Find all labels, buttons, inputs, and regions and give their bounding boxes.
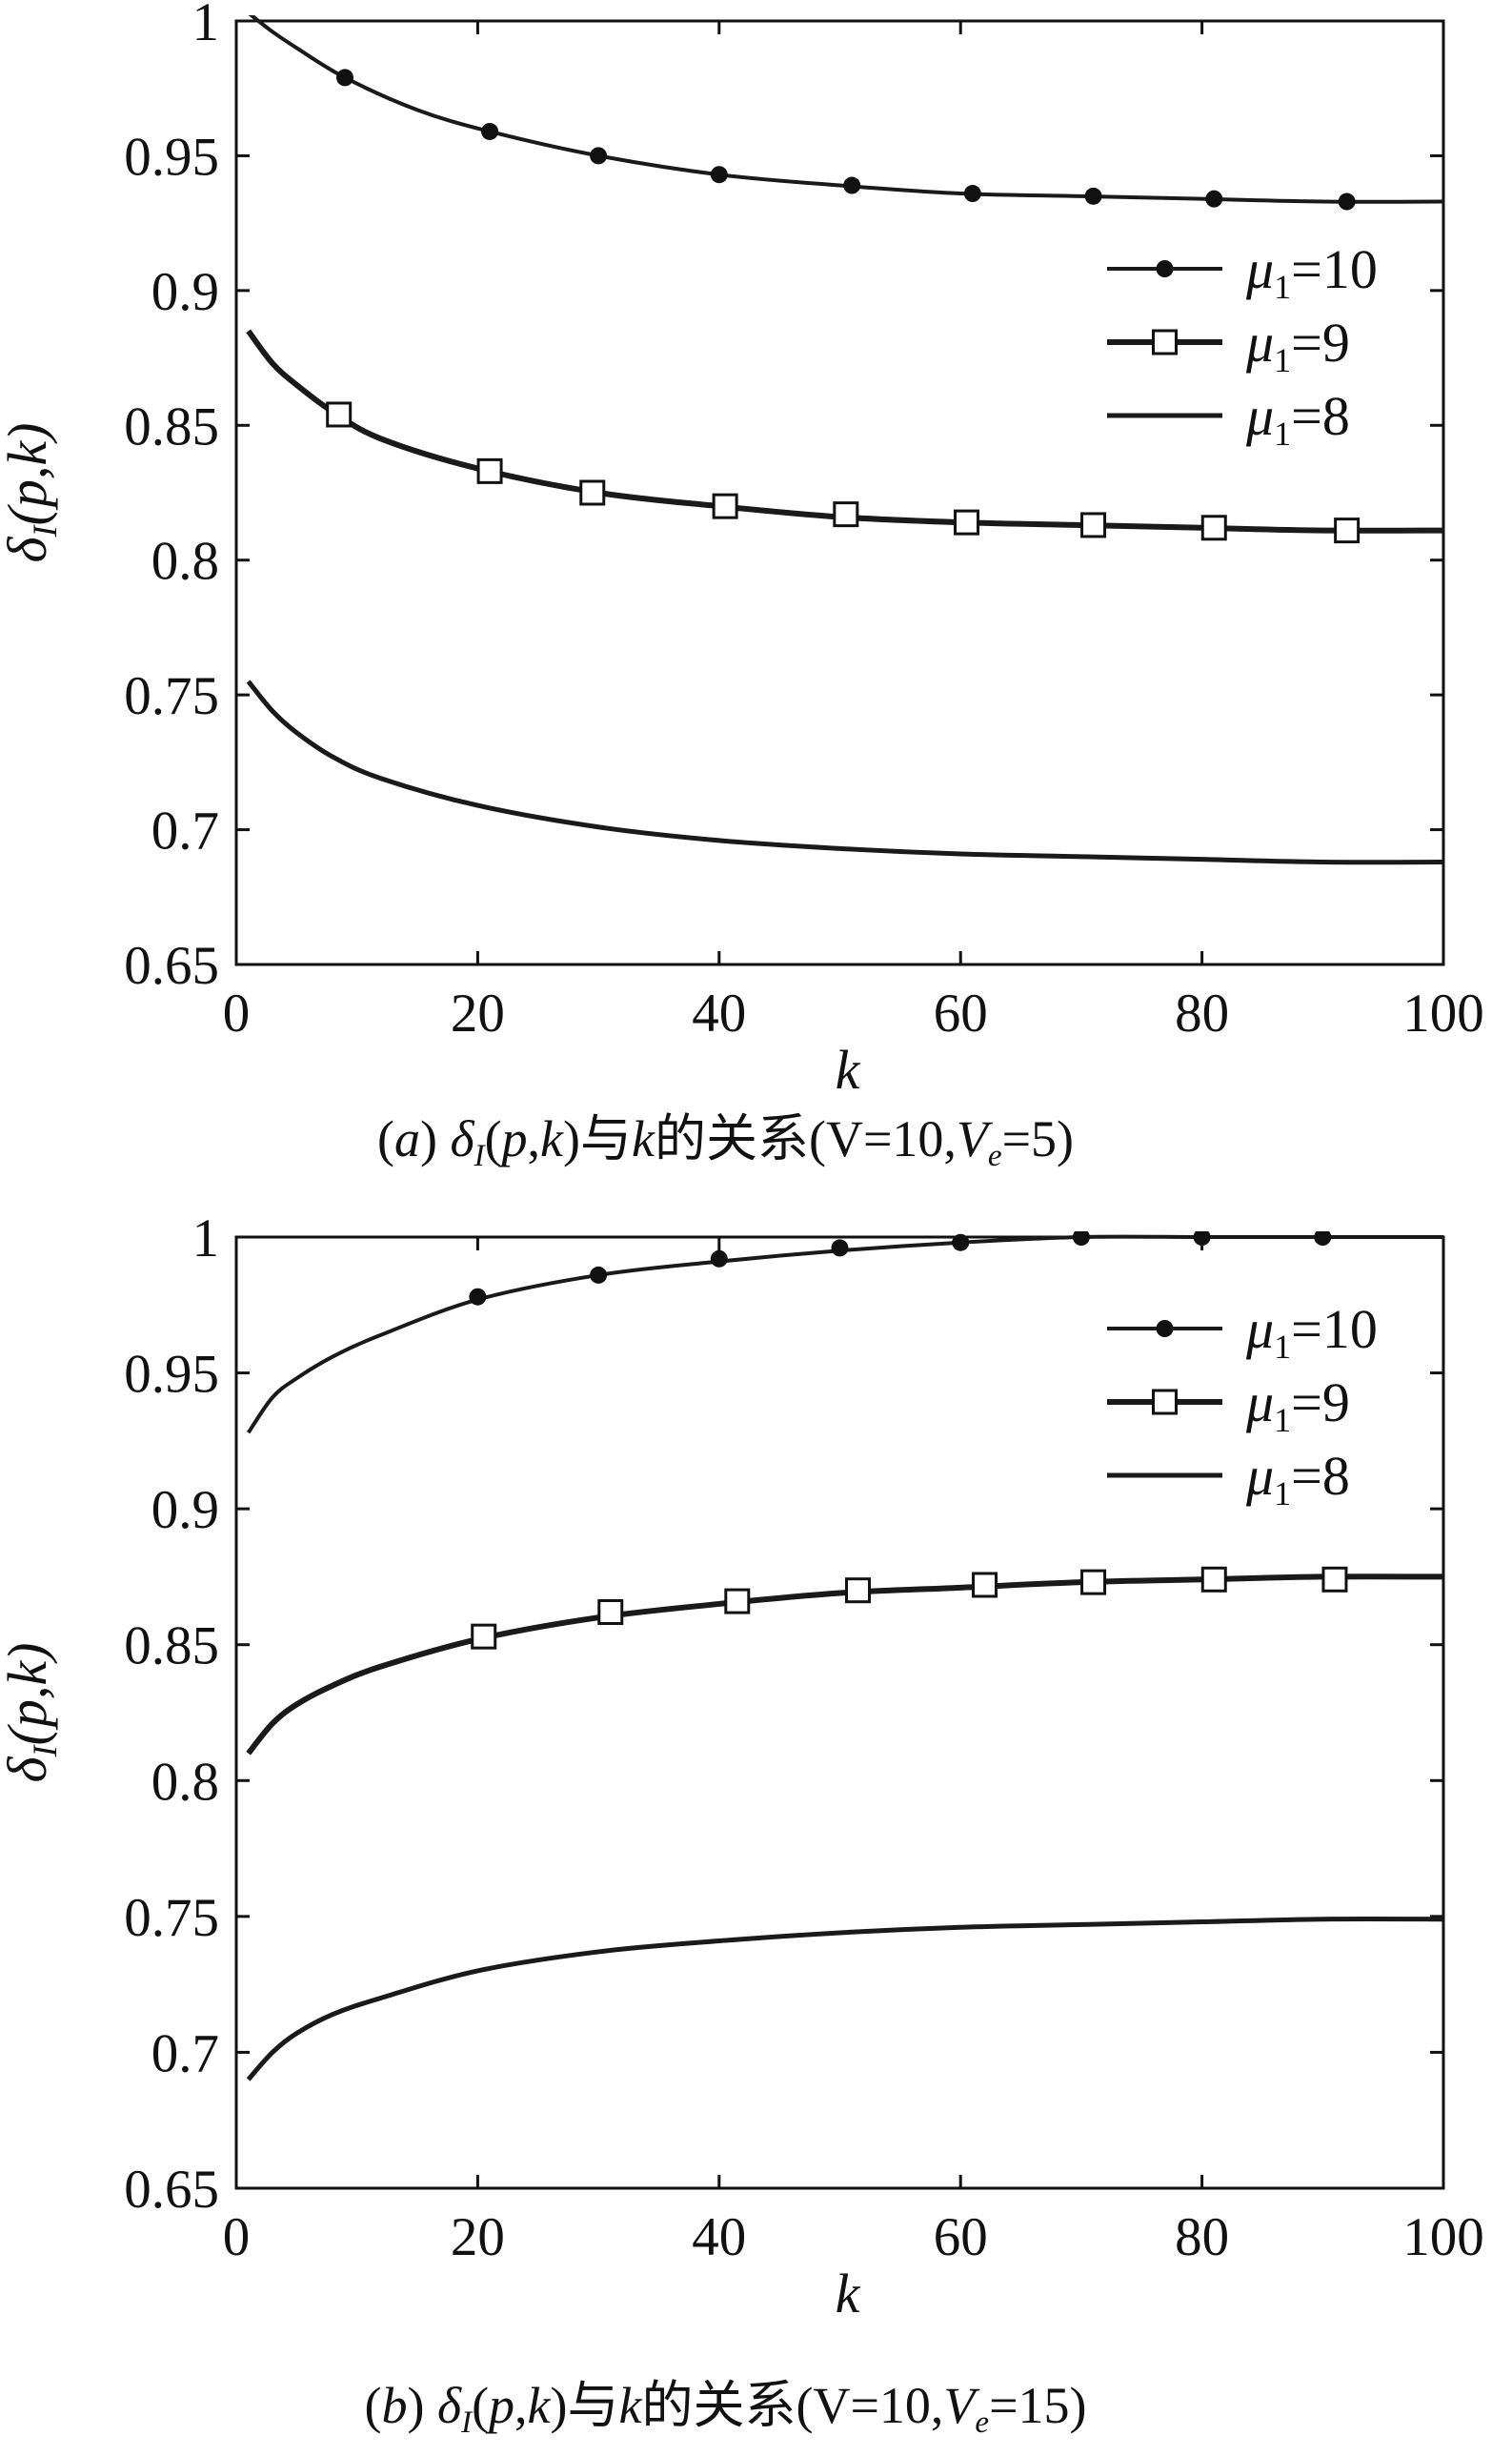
series-1 xyxy=(247,1231,1443,1434)
y-tick-label: 1 xyxy=(192,0,220,52)
chart-panel-a: 0 20 40 60 80 100 0.65 0.7 0.75 0.8 0.85 0.9 0.95 1 k δ… xyxy=(0,0,1484,1101)
y-tick-label: 1 xyxy=(192,1208,220,1269)
legend-entry: μ1=9 xyxy=(1245,1371,1350,1439)
x-tick-label: 80 xyxy=(1175,984,1229,1044)
x-tick-label: 20 xyxy=(451,2207,505,2267)
data-point-marker xyxy=(469,1288,487,1306)
y-tick-label: 0.95 xyxy=(124,1345,219,1405)
data-point-marker xyxy=(590,1266,608,1284)
data-point-marker xyxy=(845,1577,872,1604)
data-point-marker xyxy=(952,1233,970,1251)
charts: 0 20 40 60 80 100 0.65 0.7 0.75 0.8 0.85 0.9 0.95 1 k δ… xyxy=(0,0,1484,2440)
plot-frame xyxy=(234,1235,1445,2190)
x-axis-label: k xyxy=(836,1039,861,1101)
data-point-marker xyxy=(590,147,608,165)
data-point-marker xyxy=(476,457,503,484)
y-axis-label: δI(p,k) xyxy=(0,1643,64,1783)
series-3 xyxy=(246,1916,1443,2081)
panel-caption: (b) δI(p,k)与k的关系(V=10,Ve=15) xyxy=(364,2377,1086,2440)
y-tick-label: 0.65 xyxy=(124,936,219,996)
data-point-marker xyxy=(712,493,738,519)
y-tick-label: 0.8 xyxy=(151,532,219,592)
series-2 xyxy=(246,329,1443,544)
y-tick-label: 0.8 xyxy=(151,1752,219,1812)
data-point-marker xyxy=(954,509,980,536)
chart-panel-b: 0 20 40 60 80 100 0.65 0.7 0.75 0.8 0.85 0.9 0.95 1 k δ… xyxy=(0,1208,1484,2324)
data-point-marker xyxy=(336,69,354,87)
data-point-marker xyxy=(724,1588,751,1614)
series-line xyxy=(246,1916,1443,2081)
series-3 xyxy=(246,680,1443,865)
data-point-marker xyxy=(326,401,353,428)
data-point-marker xyxy=(1072,1231,1090,1246)
data-point-marker xyxy=(471,1623,497,1650)
x-tick-label: 0 xyxy=(223,2207,251,2267)
legend-marker xyxy=(1156,1320,1174,1337)
y-tick-label: 0.9 xyxy=(151,262,219,322)
x-tick-label: 20 xyxy=(451,984,505,1044)
data-point-marker xyxy=(1205,190,1223,208)
y-tick-label: 0.95 xyxy=(124,127,219,187)
y-tick-label: 0.85 xyxy=(124,396,219,457)
series-1 xyxy=(248,15,1443,211)
x-tick-label: 40 xyxy=(692,2207,746,2267)
y-tick-label: 0.9 xyxy=(151,1480,219,1540)
y-tick-label: 0.7 xyxy=(151,802,219,862)
y-tick-label: 0.75 xyxy=(124,666,219,726)
data-point-marker xyxy=(1334,518,1361,544)
legend-entry: μ1=10 xyxy=(1245,1298,1378,1366)
y-tick-label: 0.65 xyxy=(124,2160,219,2220)
legend-entry: μ1=8 xyxy=(1245,1445,1350,1512)
data-point-marker xyxy=(710,1249,728,1268)
data-point-marker xyxy=(1338,193,1356,211)
x-tick-label: 0 xyxy=(223,984,251,1044)
data-point-marker xyxy=(1193,1231,1211,1246)
legend-marker xyxy=(1152,1389,1178,1415)
data-point-marker xyxy=(1084,187,1102,205)
x-tick-label: 100 xyxy=(1402,984,1484,1044)
legend-entry: μ1=9 xyxy=(1245,312,1350,379)
x-tick-label: 60 xyxy=(934,2207,988,2267)
legend-marker xyxy=(1152,329,1178,355)
y-tick-label: 0.7 xyxy=(151,2023,219,2083)
data-point-marker xyxy=(972,1572,998,1598)
data-point-marker xyxy=(710,166,728,184)
data-point-marker xyxy=(1080,512,1107,538)
plot-frame xyxy=(234,19,1445,966)
x-axis-label: k xyxy=(836,2263,861,2324)
x-tick-label: 40 xyxy=(692,984,746,1044)
x-tick-label: 100 xyxy=(1402,2207,1484,2267)
data-point-marker xyxy=(831,1239,849,1257)
data-point-marker xyxy=(481,122,499,140)
x-tick-label: 60 xyxy=(934,984,988,1044)
data-point-marker xyxy=(579,479,606,506)
data-point-marker xyxy=(597,1598,624,1625)
data-point-marker xyxy=(1200,1566,1227,1593)
data-point-marker xyxy=(963,185,981,203)
data-point-marker xyxy=(1321,1566,1348,1593)
x-tick-label: 80 xyxy=(1175,2207,1229,2267)
data-point-marker xyxy=(833,501,859,528)
y-tick-label: 0.75 xyxy=(124,1888,219,1948)
data-point-marker xyxy=(1200,515,1227,541)
legend-marker xyxy=(1156,260,1174,277)
data-point-marker xyxy=(1314,1231,1332,1246)
series-line xyxy=(248,15,1443,204)
legend-entry: μ1=8 xyxy=(1245,385,1350,453)
panel-caption: (a) δI(p,k)与k的关系(V=10,Ve=5) xyxy=(377,1110,1074,1173)
y-tick-label: 0.85 xyxy=(124,1616,219,1676)
data-point-marker xyxy=(843,176,861,194)
data-point-marker xyxy=(1080,1569,1107,1595)
y-axis-label: δI(p,k) xyxy=(0,423,64,563)
legend-entry: μ1=10 xyxy=(1245,238,1378,306)
series-2 xyxy=(246,1566,1443,1756)
series-line xyxy=(246,680,1443,865)
